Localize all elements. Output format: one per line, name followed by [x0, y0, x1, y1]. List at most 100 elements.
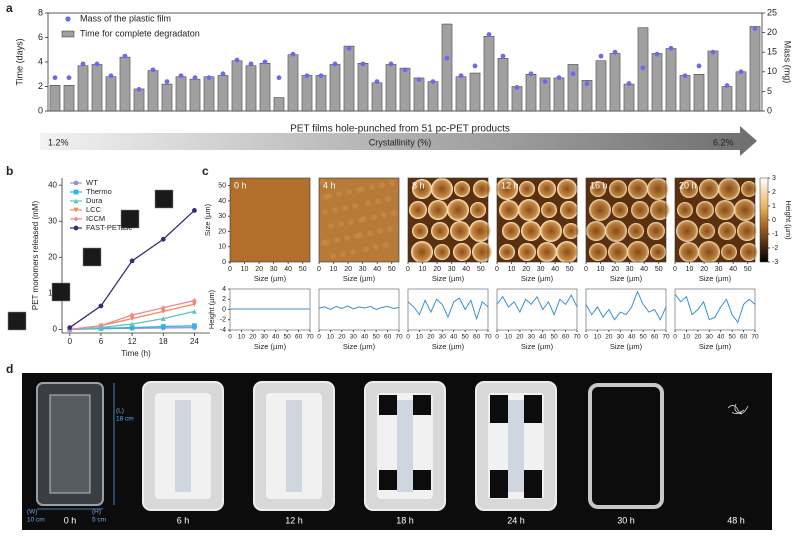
afm-title: 20 h [679, 180, 697, 190]
afm-pit [608, 242, 628, 262]
sample-photo [51, 282, 71, 302]
afm-pit [612, 202, 628, 218]
profile-frame [496, 288, 578, 331]
y2-tick-label: 10 [767, 66, 777, 76]
x-tick-label: 10 [505, 334, 513, 341]
tray-rim [588, 383, 664, 509]
profile-line [318, 305, 400, 311]
bar [189, 78, 201, 112]
afm-pit [519, 181, 535, 197]
bar [203, 76, 215, 112]
tray-ridge [397, 400, 413, 492]
annotation: 6.2% [713, 137, 734, 147]
panel-label: c [202, 164, 209, 178]
afm-pit [741, 181, 757, 197]
afm-texture [320, 179, 326, 185]
y2-tick-label: 5 [767, 86, 772, 96]
afm-pit [721, 244, 737, 260]
data-point [98, 303, 104, 309]
mass-dot [654, 51, 660, 57]
y-tick-label: 6 [38, 32, 43, 42]
x-tick-label: 20 [433, 266, 441, 273]
afm-frame [229, 177, 311, 263]
afm-pit [473, 180, 491, 198]
legend-marker [73, 225, 79, 231]
x-tick-label: 70 [484, 334, 492, 341]
tray-ridge [286, 400, 302, 492]
bar [175, 76, 187, 112]
mass-dot [192, 75, 198, 81]
x-axis-label: Size (µm) [610, 274, 643, 283]
x-axis-label: Size (µm) [432, 342, 465, 351]
x-tick-label: 40 [450, 334, 458, 341]
afm-pit [676, 220, 698, 242]
axis-line [61, 178, 210, 334]
y-tick-label: 10 [218, 244, 226, 251]
mass-dot [150, 67, 156, 73]
afm-pit [412, 179, 432, 199]
afm-pit [647, 178, 669, 200]
afm-pit [715, 200, 735, 220]
x-tick-label: 50 [388, 266, 396, 273]
y2-tick-label: 15 [767, 47, 777, 57]
bar [119, 56, 131, 112]
afm-pit [696, 201, 714, 219]
bar [413, 77, 425, 112]
mass-dot [710, 49, 716, 55]
x-tick-label: 40 [628, 334, 636, 341]
afm-texture [356, 187, 362, 193]
mass-dot [486, 32, 492, 37]
x-tick-label: 70 [573, 334, 581, 341]
mass-dot [360, 61, 366, 67]
afm-pit [412, 223, 428, 239]
time-label: 0 h [64, 515, 77, 525]
legend-marker [65, 16, 71, 22]
x-tick-label: 60 [562, 334, 570, 341]
annotation: Crystallinity (%) [369, 137, 432, 147]
mass-dot [682, 73, 688, 79]
profile-line [674, 293, 756, 324]
y2-axis-label: Mass (mg) [783, 41, 793, 84]
legend-label: Thermo [86, 187, 112, 196]
bar [679, 75, 691, 112]
bar [581, 80, 593, 112]
bar [259, 62, 271, 112]
bar [525, 74, 537, 112]
x-tick-label: 10 [594, 334, 602, 341]
data-point [160, 308, 166, 314]
bar [609, 53, 621, 112]
tray-ridge [175, 400, 191, 492]
afm-pit [677, 202, 693, 218]
x-tick-label: 10 [419, 266, 427, 273]
afm-texture [354, 233, 360, 239]
legend-label: LCC [86, 205, 102, 214]
mass-dot [626, 81, 632, 86]
dimension-size: 5 cm [92, 517, 106, 524]
tray-photo [142, 381, 224, 511]
afm-texture [340, 251, 346, 257]
legend-label: Mass of the plastic film [80, 13, 171, 23]
legend-marker [73, 216, 79, 222]
afm-texture [369, 184, 375, 190]
afm-title: 12 h [501, 180, 519, 190]
tray-ridge [508, 400, 524, 492]
x-tick-label: 50 [299, 266, 307, 273]
x-tick-label: 30 [350, 334, 358, 341]
bar [105, 76, 117, 112]
mass-dot [332, 61, 338, 67]
afm-texture [346, 189, 352, 195]
x-tick-label: 20 [255, 266, 263, 273]
time-label: 6 h [177, 515, 190, 525]
annotation: 1.2% [48, 137, 69, 147]
afm-pit [740, 243, 758, 261]
afm-title: 16 h [590, 180, 608, 190]
afm-pit [737, 221, 757, 241]
afm-pit [428, 200, 448, 220]
y-tick-label: -2 [220, 317, 226, 324]
x-tick-label: 40 [640, 266, 648, 273]
afm-texture [322, 209, 328, 215]
afm-pit [628, 223, 644, 239]
mass-dot [178, 73, 184, 79]
x-axis-label: PET films hole-punched from 51 pc-PET pr… [290, 124, 510, 135]
bar [511, 86, 523, 112]
